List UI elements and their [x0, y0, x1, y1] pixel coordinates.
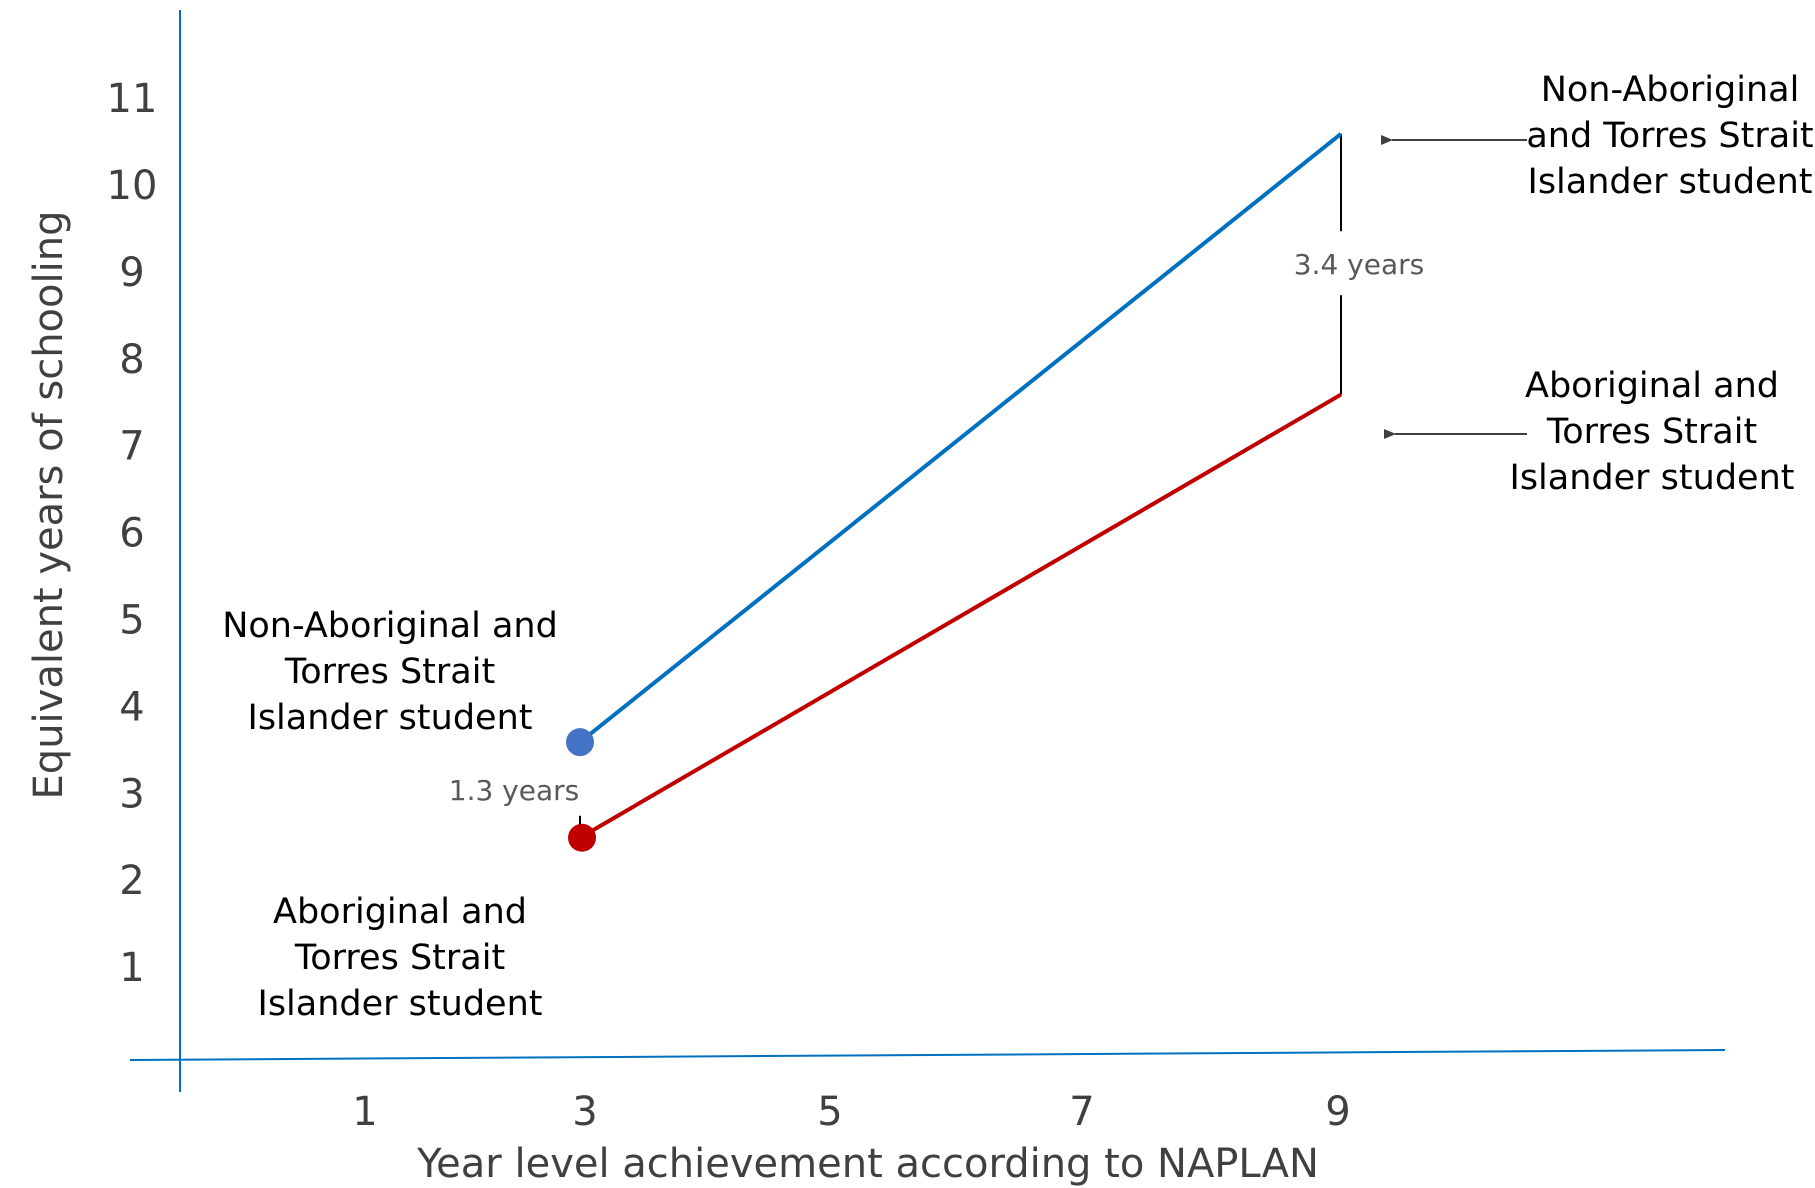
y-tick-label: 5: [119, 598, 144, 644]
label-end-aboriginal-line: Torres Strait: [1546, 412, 1757, 452]
label-start-aboriginal-line: Torres Strait: [294, 938, 505, 978]
label-start-non-aboriginal-line: Torres Strait: [284, 652, 495, 692]
label-end-aboriginal-line: Aboriginal and: [1525, 366, 1779, 406]
label-start-aboriginal: Aboriginal and Torres Strait Islander stud…: [258, 892, 543, 1024]
y-tick-label: 8: [119, 337, 144, 383]
label-end-non-aboriginal-line: Non-Aboriginal: [1541, 70, 1800, 110]
label-start-non-aboriginal-line: Non-Aboriginal and: [222, 606, 558, 646]
y-tick-label: 11: [107, 76, 158, 122]
start-marker-aboriginal: [568, 823, 596, 852]
label-start-aboriginal-line: Aboriginal and: [273, 892, 527, 932]
label-end-aboriginal-line: Islander student: [1510, 458, 1795, 498]
x-tick-labels: 1 3 5 7 9: [352, 1089, 1350, 1135]
series-line-non-aboriginal: [578, 132, 1343, 744]
x-tick-label: 7: [1069, 1089, 1094, 1135]
start-marker-non-aboriginal: [566, 728, 594, 757]
y-tick-labels: 1 2 3 4 5 6 7 8 9 10 11: [107, 76, 158, 991]
x-axis-title: Year level achievement according to NAPL…: [416, 1141, 1319, 1187]
series-markers: [566, 728, 596, 852]
label-arrows: [1381, 135, 1527, 439]
x-tick-label: 5: [817, 1089, 842, 1135]
y-tick-label: 4: [119, 684, 144, 730]
y-tick-label: 2: [119, 858, 144, 904]
label-end-non-aboriginal: Non-Aboriginal and Torres Strait Islander …: [1526, 70, 1813, 202]
gap-labels: 1.3 years 3.4 years: [449, 248, 1424, 807]
x-tick-label: 1: [352, 1089, 377, 1135]
label-end-non-aboriginal-line: Islander student: [1528, 162, 1813, 202]
y-axis-title: Equivalent years of schooling: [26, 211, 72, 800]
series-line-aboriginal: [578, 392, 1343, 840]
y-tick-label: 3: [119, 771, 144, 817]
series-lines: [578, 132, 1343, 840]
x-tick-label: 3: [572, 1089, 597, 1135]
y-tick-label: 1: [119, 945, 144, 991]
y-tick-label: 6: [119, 511, 144, 557]
x-axis: [129, 1049, 1726, 1061]
y-tick-label: 10: [107, 163, 158, 209]
gap-label-end: 3.4 years: [1294, 248, 1424, 281]
y-tick-label: 7: [119, 424, 144, 470]
label-start-non-aboriginal-line: Islander student: [248, 698, 533, 738]
x-tick-label: 9: [1325, 1089, 1350, 1135]
label-end-non-aboriginal-line: and Torres Strait: [1526, 116, 1813, 156]
label-start-non-aboriginal: Non-Aboriginal and Torres Strait Islander …: [222, 606, 558, 738]
label-start-aboriginal-line: Islander student: [258, 984, 543, 1024]
y-tick-label: 9: [119, 250, 144, 296]
series-labels: Non-Aboriginal and Torres Strait Islander …: [222, 70, 1813, 1024]
label-end-aboriginal: Aboriginal and Torres Strait Islander stud…: [1510, 366, 1795, 498]
gap-brackets: [579, 133, 1342, 830]
gap-label-start: 1.3 years: [449, 774, 579, 807]
